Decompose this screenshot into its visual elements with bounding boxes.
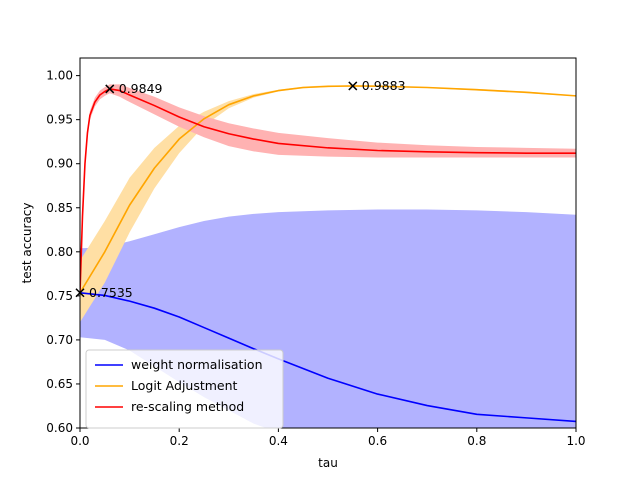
y-tick-label: 0.70 bbox=[46, 333, 73, 347]
peak-value-label: 0.7535 bbox=[89, 285, 133, 300]
re-scaling-method-line bbox=[80, 88, 576, 293]
y-tick-label: 0.80 bbox=[46, 245, 73, 259]
peak-value-label: 0.9849 bbox=[119, 81, 163, 96]
axes: 0.0 0.2 0.4 0.6 0.8 1.00.600.650.700.750.800.… bbox=[46, 57, 586, 448]
x-tick-label: 0.6 bbox=[368, 434, 387, 448]
x-tick-label: 0.2 bbox=[170, 434, 189, 448]
y-tick-label: 1.00 bbox=[46, 69, 73, 83]
y-tick-label: 0.60 bbox=[46, 421, 73, 435]
peak-value-label: 0.9883 bbox=[362, 78, 406, 93]
x-tick-label: 0.8 bbox=[467, 434, 486, 448]
annotation-markers: 0.7535 0.9849 0.9883 bbox=[75, 78, 406, 300]
weight-normalisation-line bbox=[80, 291, 576, 423]
legend: weight normalisation Logit Adjustment re-s… bbox=[85, 349, 284, 429]
y-tick-label: 0.65 bbox=[46, 377, 73, 391]
re-scaling-method-band bbox=[80, 84, 576, 293]
y-tick-label: 0.95 bbox=[46, 113, 73, 127]
series-lines bbox=[80, 85, 576, 423]
x-axis-label: tau bbox=[318, 456, 338, 470]
legend-label: Logit Adjustment bbox=[131, 378, 238, 393]
logit-adjustment-line bbox=[80, 85, 576, 294]
x-tick-label: 0.0 bbox=[70, 434, 89, 448]
y-tick-label: 0.75 bbox=[46, 289, 73, 303]
y-axis-label: test accuracy bbox=[20, 203, 34, 284]
legend-label: re-scaling method bbox=[131, 399, 244, 414]
plot-frame bbox=[79, 57, 577, 429]
peak-marker bbox=[105, 84, 115, 94]
legend-label: weight normalisation bbox=[131, 357, 263, 372]
y-tick-label: 0.90 bbox=[46, 157, 73, 171]
x-tick-label: 0.4 bbox=[269, 434, 288, 448]
x-tick-label: 1.0 bbox=[566, 434, 585, 448]
y-tick-label: 0.85 bbox=[46, 201, 73, 215]
legend-box bbox=[85, 349, 284, 429]
peak-marker bbox=[348, 81, 358, 91]
